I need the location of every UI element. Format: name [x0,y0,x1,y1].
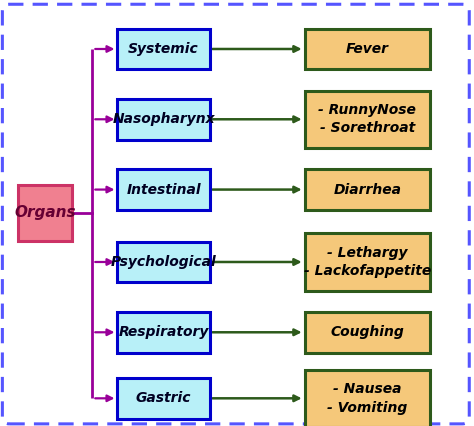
FancyBboxPatch shape [117,99,210,139]
Text: Gastric: Gastric [136,391,191,405]
Text: - Lethargy
- Lackofappetite: - Lethargy - Lackofappetite [304,246,431,278]
Text: Fever: Fever [346,42,389,56]
FancyBboxPatch shape [117,29,210,69]
Text: - RunnyNose
- Sorethroat: - RunnyNose - Sorethroat [319,103,416,135]
FancyBboxPatch shape [304,29,430,69]
FancyBboxPatch shape [2,4,469,424]
FancyBboxPatch shape [117,169,210,210]
FancyBboxPatch shape [117,312,210,353]
FancyBboxPatch shape [304,233,430,291]
FancyBboxPatch shape [304,91,430,148]
FancyBboxPatch shape [117,378,210,418]
FancyBboxPatch shape [117,242,210,282]
Text: Intestinal: Intestinal [126,183,201,196]
Text: Respiratory: Respiratory [118,325,209,339]
FancyBboxPatch shape [304,369,430,426]
Text: - Nausea
- Vomiting: - Nausea - Vomiting [327,382,408,414]
FancyBboxPatch shape [18,185,72,241]
Text: Psychological: Psychological [110,255,217,269]
Text: Nasopharynx: Nasopharynx [112,112,215,126]
FancyBboxPatch shape [304,312,430,353]
Text: Systemic: Systemic [128,42,199,56]
Text: Organs: Organs [14,205,76,221]
Text: Diarrhea: Diarrhea [333,183,401,196]
FancyBboxPatch shape [304,169,430,210]
Text: Coughing: Coughing [330,325,404,339]
